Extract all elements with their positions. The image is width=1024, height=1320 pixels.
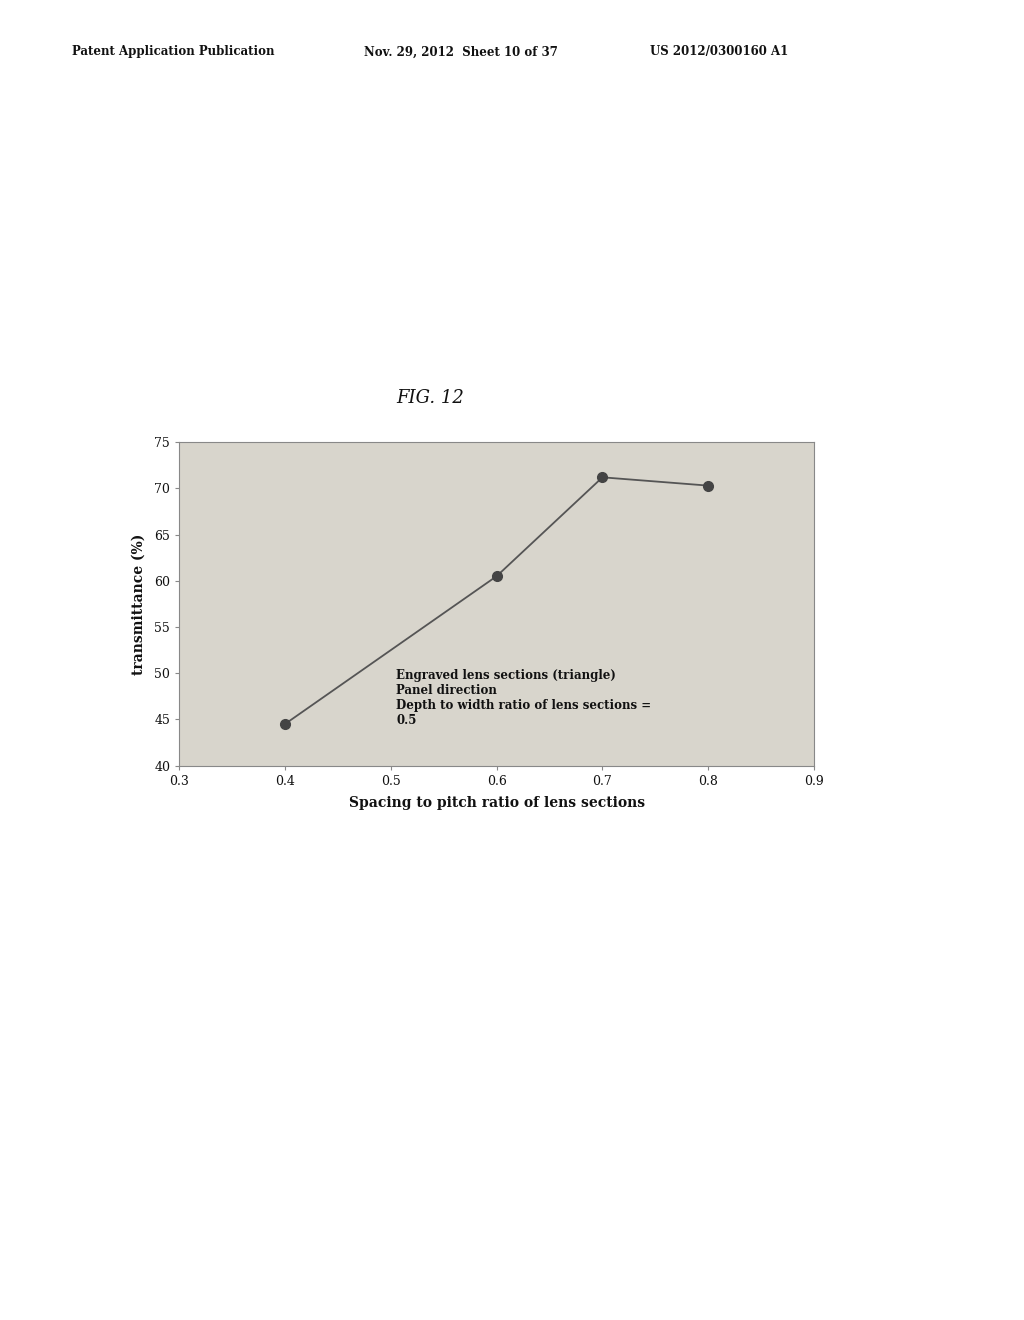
X-axis label: Spacing to pitch ratio of lens sections: Spacing to pitch ratio of lens sections <box>348 796 645 810</box>
Text: Nov. 29, 2012  Sheet 10 of 37: Nov. 29, 2012 Sheet 10 of 37 <box>364 45 557 58</box>
Text: FIG. 12: FIG. 12 <box>396 388 464 407</box>
Text: Patent Application Publication: Patent Application Publication <box>72 45 274 58</box>
Y-axis label: transmittance (%): transmittance (%) <box>132 533 145 675</box>
Text: US 2012/0300160 A1: US 2012/0300160 A1 <box>650 45 788 58</box>
Text: Engraved lens sections (triangle)
Panel direction
Depth to width ratio of lens s: Engraved lens sections (triangle) Panel … <box>396 668 651 726</box>
